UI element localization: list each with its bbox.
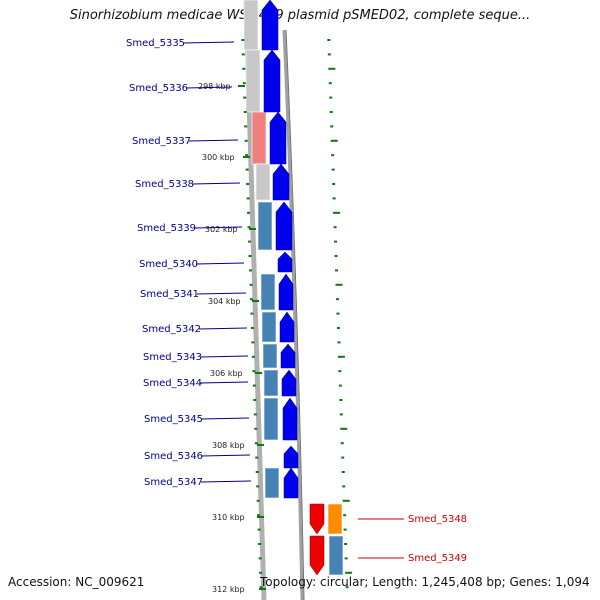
cog-block [245,49,261,113]
gene-arrow[interactable] [272,163,290,201]
gene-arrow[interactable] [278,273,294,311]
label-leader-line [198,327,248,330]
cog-block [328,535,344,576]
gene-label[interactable]: Smed_5345 [144,414,203,425]
gene-arrow[interactable] [281,369,297,397]
label-leader-line [182,41,235,44]
inner-backbone-arc [282,29,304,600]
label-leader-line [200,454,251,457]
gene-arrow[interactable] [283,445,299,469]
label-leader-line [195,262,245,265]
gene-arrow[interactable] [277,251,293,273]
cog-block [257,201,273,251]
scale-tick-label: 312 kbp [212,585,245,594]
scale-tick-label: 310 kbp [212,513,245,522]
gene-label[interactable]: Smed_5342 [142,324,201,335]
gene-label[interactable]: Smed_5349 [408,553,467,564]
topology-summary: Topology: circular; Length: 1,245,408 bp… [260,575,590,589]
gene-label[interactable]: Smed_5337 [132,136,191,147]
gene-label[interactable]: Smed_5347 [144,477,203,488]
scale-tick-label: 308 kbp [212,441,245,450]
gene-label[interactable]: Smed_5348 [408,514,467,525]
gene-label[interactable]: Smed_5340 [139,259,198,270]
scale-tick-label: 302 kbp [205,225,238,234]
tick-layer: 298 kbp 300 kbp 302 kbp 304 kbp 306 kbp 308 k… [198,39,353,594]
gene-label[interactable]: Smed_5338 [135,179,194,190]
cog-block [263,397,279,441]
gene-label[interactable]: Smed_5344 [143,378,202,389]
gene-arrow[interactable] [283,467,299,499]
cog-block [262,343,278,369]
label-leader-line [193,226,243,229]
scale-tick-label: 300 kbp [202,153,235,162]
gene-layer [261,0,325,576]
label-leader-line [200,480,252,483]
cog-block [261,311,277,343]
gene-arrow[interactable] [261,0,279,51]
label-leader-line [199,355,249,358]
label-layer: Smed_5335 Smed_5336 Smed_5337 Smed_5338 Smed… [126,38,467,564]
gene-arrow[interactable] [280,343,296,369]
scale-tick-label: 306 kbp [210,369,243,378]
gene-arrow[interactable] [275,201,293,251]
cog-block [264,467,280,499]
cog-layer [243,0,344,576]
gene-label[interactable]: Smed_5335 [126,38,185,49]
gene-label[interactable]: Smed_5341 [140,289,199,300]
gene-label[interactable]: Smed_5339 [137,223,196,234]
gene-arrow[interactable] [282,397,298,441]
map-title: Sinorhizobium medicae WSM419 plasmid pSM… [69,8,531,23]
gene-arrow[interactable] [279,311,295,343]
gene-arrow[interactable] [263,49,281,113]
label-leader-line [196,292,247,295]
cog-block [327,503,343,535]
cog-block [251,111,267,165]
cog-block [263,369,279,397]
scale-tick-label: 304 kbp [208,297,241,306]
gene-arrow[interactable] [309,535,325,576]
gene-label[interactable]: Smed_5336 [129,83,188,94]
accession-text: Accession: NC_009621 [8,575,145,589]
cog-block [255,163,271,201]
label-leader-line [200,417,250,420]
cog-block [243,0,259,51]
gene-arrow[interactable] [269,111,287,165]
label-leader-line [191,182,241,185]
label-leader-line [188,139,239,142]
label-leader-line [199,381,249,384]
inner-backbone-edge [285,29,305,600]
label-leader-line [185,86,233,89]
gene-label[interactable]: Smed_5343 [143,352,202,363]
cog-block [260,273,276,311]
gene-arrow[interactable] [309,503,325,535]
scale-tick-label: 298 kbp [198,82,231,91]
gene-label[interactable]: Smed_5346 [144,451,203,462]
